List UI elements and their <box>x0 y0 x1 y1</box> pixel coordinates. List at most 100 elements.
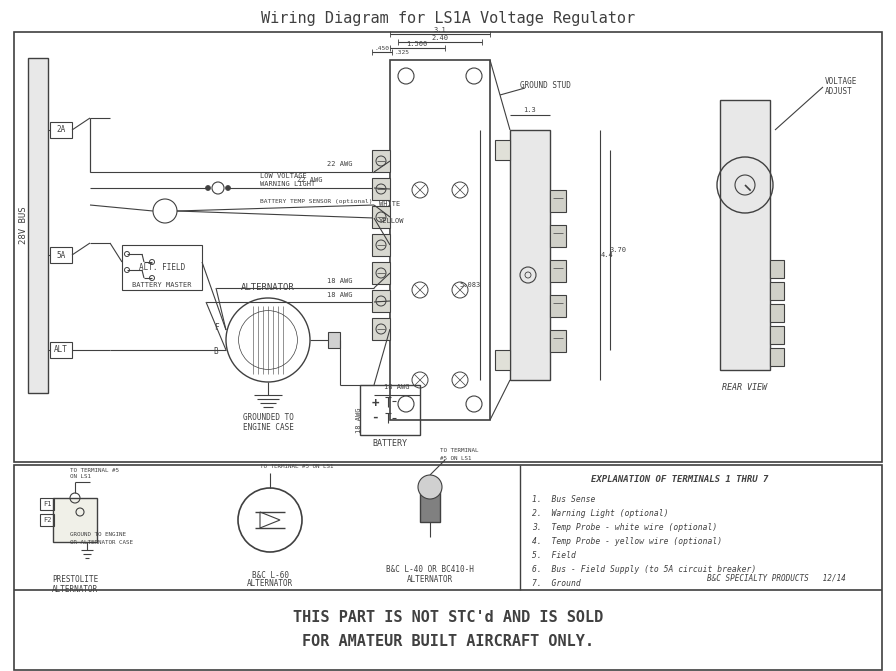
Text: B&C SPECIALTY PRODUCTS   12/14: B&C SPECIALTY PRODUCTS 12/14 <box>707 574 846 582</box>
Text: ADJUST: ADJUST <box>825 87 853 95</box>
Circle shape <box>205 185 211 191</box>
Text: BATTERY: BATTERY <box>373 439 408 448</box>
Text: 1.500: 1.500 <box>407 41 427 47</box>
Bar <box>14 465 882 670</box>
Text: 4.  Temp Probe - yellow wire (optional): 4. Temp Probe - yellow wire (optional) <box>532 537 722 546</box>
Bar <box>372 290 390 312</box>
Bar <box>372 262 390 284</box>
Text: 4.4: 4.4 <box>600 252 614 258</box>
Text: 1.  Bus Sense: 1. Bus Sense <box>532 495 595 505</box>
Bar <box>372 150 390 172</box>
Bar <box>53 498 97 542</box>
Text: 5.083: 5.083 <box>460 282 480 288</box>
Text: 5A: 5A <box>56 250 65 260</box>
Text: LOW VOLTAGE: LOW VOLTAGE <box>260 173 306 179</box>
Bar <box>550 225 566 247</box>
Text: PRESTOLITE: PRESTOLITE <box>52 576 99 584</box>
Bar <box>28 58 48 393</box>
Text: 18 AWG: 18 AWG <box>327 292 353 298</box>
Text: GROUNDED TO: GROUNDED TO <box>243 413 293 421</box>
Text: ALT: ALT <box>54 346 68 354</box>
Bar <box>770 348 784 366</box>
Text: TO TERMINAL #5: TO TERMINAL #5 <box>70 468 119 472</box>
Bar <box>770 260 784 278</box>
Text: 7.  Ground: 7. Ground <box>532 580 581 588</box>
Text: 3.1: 3.1 <box>434 27 446 33</box>
Text: EXPLANATION OF TERMINALS 1 THRU 7: EXPLANATION OF TERMINALS 1 THRU 7 <box>591 476 769 484</box>
Bar <box>40 498 54 510</box>
Bar <box>122 245 202 290</box>
Text: B&C L-60: B&C L-60 <box>252 570 289 580</box>
Text: Wiring Diagram for LS1A Voltage Regulator: Wiring Diagram for LS1A Voltage Regulato… <box>261 11 635 25</box>
Bar <box>372 318 390 340</box>
Text: 6.  Bus - Field Supply (to 5A circuit breaker): 6. Bus - Field Supply (to 5A circuit bre… <box>532 566 756 574</box>
Text: -: - <box>371 411 379 423</box>
Bar <box>550 190 566 212</box>
Text: .325: .325 <box>394 50 409 54</box>
Bar <box>372 178 390 200</box>
Bar <box>14 32 882 462</box>
Bar <box>360 385 420 435</box>
Bar <box>328 332 340 348</box>
Text: ALTERNATOR: ALTERNATOR <box>241 284 295 293</box>
Text: WARNING LIGHT: WARNING LIGHT <box>260 181 315 187</box>
Bar <box>720 100 770 370</box>
Text: GROUND TO ENGINE: GROUND TO ENGINE <box>70 533 126 537</box>
Bar <box>40 514 54 526</box>
Bar <box>50 122 72 138</box>
Bar <box>550 330 566 352</box>
Text: .450: .450 <box>375 46 390 50</box>
Text: ALTERNATOR: ALTERNATOR <box>247 580 293 588</box>
Text: 3.70: 3.70 <box>609 247 626 253</box>
Text: 18 AWG: 18 AWG <box>384 384 409 390</box>
Bar <box>372 234 390 256</box>
Text: GROUND STUD: GROUND STUD <box>520 81 571 89</box>
Bar <box>770 282 784 300</box>
Text: ALTERNATOR: ALTERNATOR <box>407 574 453 584</box>
Bar <box>495 140 510 160</box>
Text: 18 AWG: 18 AWG <box>356 407 362 433</box>
Bar <box>770 304 784 322</box>
Text: 28V BUS: 28V BUS <box>19 206 28 244</box>
Text: B&C L-40 OR BC410-H: B&C L-40 OR BC410-H <box>386 566 474 574</box>
Text: BATTERY MASTER: BATTERY MASTER <box>133 282 192 288</box>
Bar <box>770 326 784 344</box>
Text: BATTERY TEMP SENSOR (optional): BATTERY TEMP SENSOR (optional) <box>260 199 373 205</box>
Bar <box>390 60 490 420</box>
Bar <box>550 260 566 282</box>
Text: 2.  Warning Light (optional): 2. Warning Light (optional) <box>532 509 668 519</box>
Text: ALTERNATOR: ALTERNATOR <box>52 584 99 594</box>
Text: 5.  Field: 5. Field <box>532 552 576 560</box>
Text: 2.40: 2.40 <box>432 35 449 41</box>
Text: 1.3: 1.3 <box>523 107 537 113</box>
Circle shape <box>226 185 230 191</box>
Text: TO TERMINAL #5 ON LS1: TO TERMINAL #5 ON LS1 <box>260 464 333 468</box>
Text: 22 AWG: 22 AWG <box>327 161 353 167</box>
Bar <box>50 342 72 358</box>
Text: OR ALTERNATOR CASE: OR ALTERNATOR CASE <box>70 539 133 544</box>
Bar <box>50 247 72 263</box>
Bar <box>372 206 390 228</box>
Text: WHITE: WHITE <box>379 201 401 207</box>
Bar <box>510 130 550 380</box>
Bar <box>495 350 510 370</box>
Text: +: + <box>371 397 379 409</box>
Bar <box>550 295 566 317</box>
Text: THIS PART IS NOT STC'd AND IS SOLD: THIS PART IS NOT STC'd AND IS SOLD <box>293 611 603 625</box>
Text: #5 ON LS1: #5 ON LS1 <box>440 456 471 460</box>
Text: ENGINE CASE: ENGINE CASE <box>243 423 293 431</box>
Text: ON LS1: ON LS1 <box>70 474 91 478</box>
Bar <box>420 487 440 522</box>
Text: F2: F2 <box>43 517 51 523</box>
Text: 18 AWG: 18 AWG <box>327 278 353 284</box>
Text: B: B <box>213 348 219 356</box>
Circle shape <box>418 475 442 499</box>
Text: F1: F1 <box>43 501 51 507</box>
Text: 22 AWG: 22 AWG <box>297 177 323 183</box>
Text: FOR AMATEUR BUILT AIRCRAFT ONLY.: FOR AMATEUR BUILT AIRCRAFT ONLY. <box>302 635 594 650</box>
Text: F: F <box>213 323 219 333</box>
Text: 3.  Temp Probe - white wire (optional): 3. Temp Probe - white wire (optional) <box>532 523 718 533</box>
Text: 2A: 2A <box>56 125 65 134</box>
Text: TO TERMINAL: TO TERMINAL <box>440 448 478 452</box>
Text: VOLTAGE: VOLTAGE <box>825 77 857 87</box>
